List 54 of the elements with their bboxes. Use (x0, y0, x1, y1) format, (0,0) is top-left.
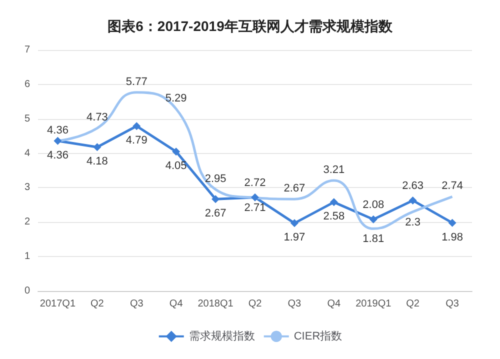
data-label: 1.81 (362, 233, 384, 246)
point (369, 215, 378, 224)
data-label: 2.58 (323, 210, 345, 223)
data-label: 4.18 (86, 156, 108, 168)
data-label: 3.21 (323, 164, 345, 176)
x-tick-label: Q2 (406, 298, 420, 310)
data-label: 2.95 (204, 172, 226, 185)
x-tick-label: Q4 (327, 298, 342, 310)
y-tick-label: 1 (24, 251, 30, 262)
data-label: 5.77 (126, 76, 148, 88)
x-tick-label: Q2 (90, 298, 104, 310)
data-label: 2.67 (204, 208, 226, 220)
legend-label: 需求规模指数 (188, 329, 255, 342)
x-tick-label: 2019Q1 (356, 298, 392, 310)
x-tick-label: Q2 (248, 298, 262, 310)
y-tick-label: 2 (24, 216, 30, 228)
data-label: 4.73 (86, 112, 108, 124)
data-label: 1.97 (284, 232, 306, 244)
data-label: 2.08 (362, 198, 384, 211)
data-label: 2.67 (284, 182, 306, 195)
y-tick-label: 4 (24, 148, 30, 159)
y-tick-label: 0 (24, 286, 30, 296)
point (330, 198, 338, 206)
x-tick-label: Q3 (288, 298, 302, 310)
data-label: 2.3 (405, 216, 420, 228)
point (93, 143, 102, 152)
point (290, 219, 298, 228)
point (408, 196, 417, 204)
data-label: 4.36 (47, 124, 68, 136)
x-tick-label: Q3 (130, 298, 144, 310)
data-label: 1.98 (442, 231, 463, 244)
data-label: 2.63 (402, 180, 424, 192)
data-label: 4.05 (165, 160, 187, 172)
data-label: 4.36 (47, 149, 68, 162)
legend-label: CIER指数 (294, 330, 342, 342)
x-tick-label: 2018Q1 (198, 298, 234, 310)
y-tick-label: 7 (24, 44, 30, 56)
data-label: 2.74 (442, 180, 463, 192)
point (132, 122, 141, 130)
y-tick-label: 3 (24, 182, 30, 194)
data-label: 5.29 (165, 92, 187, 104)
point (448, 218, 456, 227)
point (54, 136, 62, 145)
data-label: 4.79 (126, 134, 148, 147)
y-tick-label: 5 (24, 113, 30, 124)
x-tick-label: Q4 (169, 298, 184, 310)
point (172, 148, 180, 156)
point (251, 193, 259, 202)
data-label: 2.72 (244, 176, 266, 189)
x-tick-label: 2017Q1 (40, 298, 76, 310)
y-tick-label: 6 (24, 78, 30, 90)
x-tick-label: Q3 (446, 298, 460, 310)
data-label: 2.71 (244, 202, 266, 214)
chart-title: 图表6：2017-2019年互联网人才需求规模指数 (108, 18, 394, 34)
